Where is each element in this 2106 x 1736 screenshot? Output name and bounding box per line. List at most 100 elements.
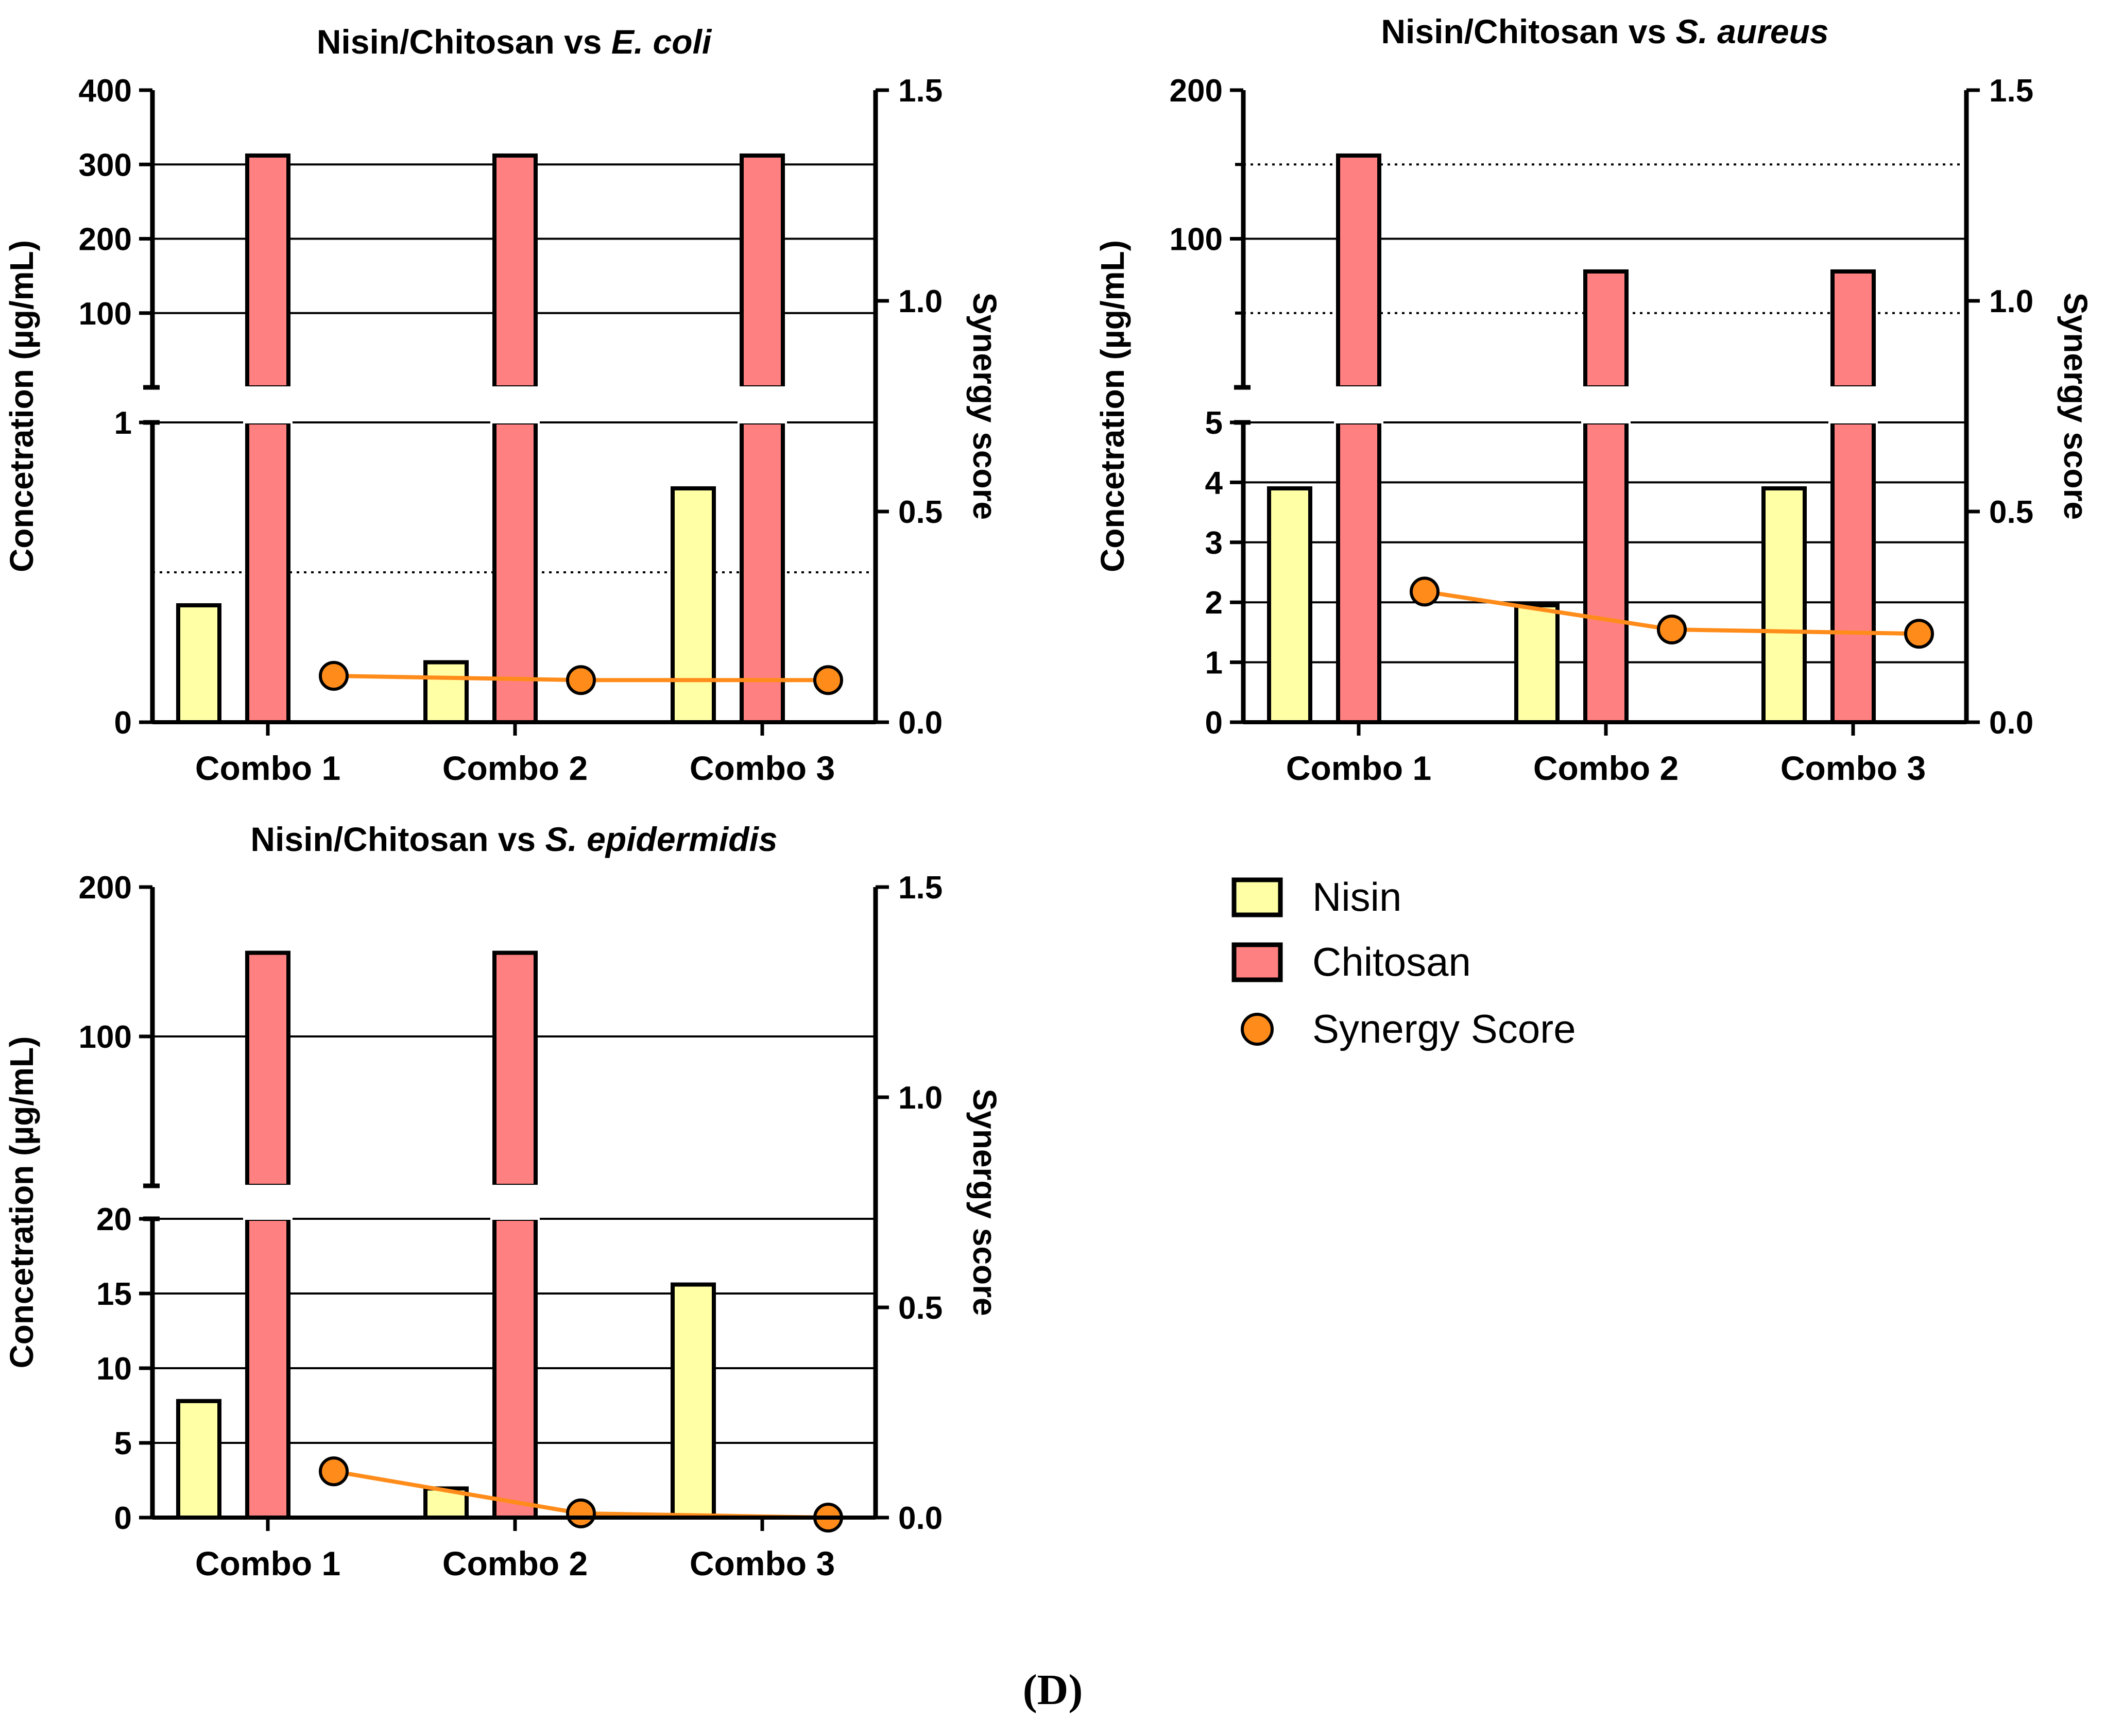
bar-chitosan-upper bbox=[740, 153, 785, 389]
legend-label-synergy: Synergy Score bbox=[1312, 1006, 1576, 1051]
chart-title-prefix: Nisin/Chitosan vs bbox=[1381, 12, 1675, 50]
chart-title-prefix: Nisin/Chitosan vs bbox=[250, 820, 545, 858]
bar-nisin bbox=[1267, 486, 1312, 724]
y-tick-label: 3 bbox=[1205, 525, 1223, 561]
y-tick-label: 0 bbox=[114, 1501, 132, 1536]
legend-swatch-nisin bbox=[1231, 877, 1283, 917]
bar-chitosan-upper bbox=[1583, 269, 1629, 389]
bar-chitosan-upper bbox=[1336, 153, 1381, 389]
legend-label-chitosan: Chitosan bbox=[1312, 939, 1471, 984]
x-tick-label: Combo 1 bbox=[195, 749, 340, 787]
synergy-point bbox=[813, 665, 843, 695]
bar-chitosan-lower bbox=[740, 420, 785, 724]
x-tick-label: Combo 1 bbox=[1286, 749, 1431, 787]
bar-chitosan-upper bbox=[1830, 269, 1876, 389]
y-tick-label: 1 bbox=[114, 405, 132, 441]
bar-nisin bbox=[176, 1399, 221, 1520]
bar-chitosan-upper bbox=[492, 950, 538, 1188]
y-tick-label: 10 bbox=[96, 1351, 132, 1387]
y2-tick-label: 0.0 bbox=[898, 705, 943, 741]
axis-break-gap bbox=[243, 386, 293, 423]
y-tick-label: 100 bbox=[79, 1019, 132, 1055]
synergy-point bbox=[566, 665, 596, 695]
y-tick-label: 5 bbox=[114, 1426, 132, 1461]
y2-tick-label: 1.0 bbox=[898, 284, 943, 319]
y-axis-title: Concetration (µg/mL) bbox=[1094, 240, 1131, 572]
y2-tick-label: 1.5 bbox=[1989, 73, 2033, 109]
legend-marker-synergy bbox=[1241, 1013, 1274, 1046]
chart-title-species: S. epidermidis bbox=[545, 820, 777, 858]
y2-tick-label: 1.0 bbox=[898, 1080, 943, 1116]
x-tick-label: Combo 3 bbox=[690, 749, 835, 787]
synergy-point bbox=[566, 1498, 596, 1528]
legend: Nisin Chitosan Synergy Score bbox=[1231, 874, 1576, 1051]
x-tick-label: Combo 3 bbox=[690, 1544, 835, 1582]
chart-sepidermidis: Combo 1 Combo 2 Combo 3 0 5 10 15 20 100 200 0.0 0.… bbox=[3, 820, 1003, 1582]
axis-break-gap bbox=[490, 1185, 540, 1220]
axis-break-gap bbox=[1828, 386, 1878, 423]
y-tick-label: 2 bbox=[1205, 585, 1223, 621]
y2-axis-title: Synergy score bbox=[2057, 293, 2094, 520]
chart-saureus: Combo 1 Combo 2 Combo 3 0 1 2 3 4 5 100 200 0.0 0.5 1… bbox=[1094, 12, 2094, 787]
axis-break-gap bbox=[1334, 386, 1383, 423]
x-tick-label: Combo 2 bbox=[1533, 749, 1679, 787]
y-tick-label: 0 bbox=[114, 705, 132, 741]
y2-axis-title: Synergy score bbox=[966, 1088, 1003, 1316]
chart-ecoli: Combo 1 Combo 2 Combo 3 0 1 100 200 300 400 0.0 0.… bbox=[3, 23, 1003, 787]
bar-chitosan-lower bbox=[1583, 420, 1629, 724]
axis-break-gap bbox=[243, 1185, 293, 1220]
y-tick-label: 100 bbox=[79, 296, 132, 332]
legend-swatch-chitosan bbox=[1231, 942, 1283, 982]
y-tick-label: 300 bbox=[79, 147, 132, 183]
chart-title: Nisin/Chitosan vs E. coli bbox=[317, 23, 712, 61]
y2-tick-label: 1.0 bbox=[1989, 284, 2033, 319]
x-tick-label: Combo 3 bbox=[1780, 749, 1926, 787]
x-tick-label: Combo 2 bbox=[442, 1544, 588, 1582]
bar-nisin bbox=[176, 603, 221, 725]
bar-chitosan-lower bbox=[492, 1217, 538, 1520]
chart-title: Nisin/Chitosan vs S. aureus bbox=[1381, 12, 1828, 50]
bar-chitosan-upper bbox=[492, 153, 538, 389]
bar-chitosan-lower bbox=[1336, 420, 1381, 724]
y2-tick-label: 0.5 bbox=[898, 1290, 943, 1326]
bar-nisin bbox=[671, 1282, 716, 1520]
x-tick-label: Combo 1 bbox=[195, 1544, 340, 1582]
y-tick-label: 15 bbox=[96, 1277, 132, 1312]
y-tick-label: 20 bbox=[96, 1202, 132, 1237]
y-tick-label: 200 bbox=[79, 222, 132, 258]
y2-tick-label: 0.5 bbox=[898, 495, 943, 530]
synergy-point bbox=[1657, 615, 1687, 645]
y-axis-title: Concetration (µg/mL) bbox=[3, 1036, 40, 1369]
y-tick-label: 1 bbox=[1205, 645, 1223, 681]
synergy-point bbox=[319, 661, 349, 691]
synergy-point bbox=[1904, 619, 1934, 649]
y2-tick-label: 0.0 bbox=[1989, 705, 2033, 741]
legend-label-nisin: Nisin bbox=[1312, 874, 1401, 920]
y2-tick-label: 1.5 bbox=[898, 870, 943, 906]
y2-axis-title: Synergy score bbox=[966, 293, 1003, 520]
chart-title-prefix: Nisin/Chitosan vs bbox=[317, 23, 611, 61]
axis-break-gap bbox=[1581, 386, 1631, 423]
axis-break-gap bbox=[738, 386, 787, 423]
chart-title-species: S. aureus bbox=[1675, 12, 1828, 50]
y2-tick-label: 0.0 bbox=[898, 1501, 943, 1536]
y-tick-label: 4 bbox=[1205, 465, 1223, 501]
bar-nisin bbox=[423, 660, 469, 724]
bar-nisin bbox=[1514, 603, 1560, 725]
y2-tick-label: 0.5 bbox=[1989, 495, 2033, 530]
chart-title: Nisin/Chitosan vs S. epidermidis bbox=[250, 820, 777, 858]
y-tick-label: 200 bbox=[1170, 73, 1223, 109]
y-tick-label: 200 bbox=[79, 870, 132, 906]
y-tick-label: 5 bbox=[1205, 405, 1223, 441]
bar-chitosan-upper bbox=[245, 950, 290, 1188]
y-tick-label: 400 bbox=[79, 73, 132, 109]
synergy-point bbox=[319, 1456, 349, 1487]
bar-chitosan-lower bbox=[1830, 420, 1876, 724]
y-tick-label: 0 bbox=[1205, 705, 1223, 741]
y2-tick-label: 1.5 bbox=[898, 73, 943, 109]
axis-break-gap bbox=[490, 386, 540, 423]
bar-nisin bbox=[1761, 486, 1807, 724]
chart-title-species: E. coli bbox=[611, 23, 712, 61]
bar-chitosan-lower bbox=[492, 420, 538, 724]
figure-label: (D) bbox=[1023, 1666, 1083, 1714]
